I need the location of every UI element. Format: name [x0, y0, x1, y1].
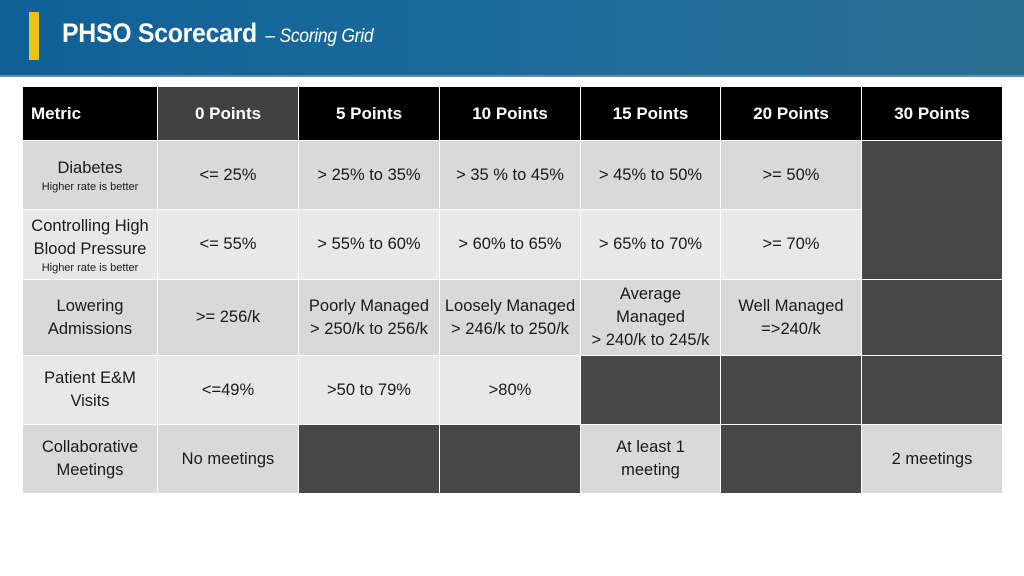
metric-note: Higher rate is better	[41, 261, 139, 274]
empty-cell	[580, 355, 721, 425]
table-row: Lowering Admissions >= 256/k Poorly Mana…	[22, 279, 1003, 356]
score-line: =>240/k	[761, 319, 821, 338]
empty-cell	[861, 140, 1003, 280]
score-line: meeting	[621, 461, 680, 479]
score-cell: Average Managed > 240/k to 245/k	[580, 279, 721, 356]
score-line: > 250/k to 256/k	[310, 319, 428, 338]
score-cell: <= 25%	[157, 140, 299, 210]
score-line: Poorly Managed	[308, 296, 430, 315]
score-cell: >= 50%	[720, 140, 862, 210]
header-10-points: 10 Points	[439, 86, 581, 141]
metric-label: Diabetes	[57, 158, 123, 177]
score-cell: <=49%	[157, 355, 299, 425]
metric-label: Patient E&M Visits	[22, 355, 158, 425]
empty-cell	[298, 424, 440, 494]
score-cell: 2 meetings	[861, 424, 1003, 494]
slide-title: PHSO Scorecard – Scoring Grid	[62, 18, 374, 49]
empty-cell	[439, 424, 581, 494]
score-cell: At least 1 meeting	[580, 424, 721, 494]
header-0-points: 0 Points	[157, 86, 299, 141]
title-subtitle: – Scoring Grid	[265, 26, 374, 47]
score-cell: > 45% to 50%	[580, 140, 721, 210]
score-cell: <= 55%	[157, 209, 299, 280]
empty-cell	[720, 424, 862, 494]
empty-cell	[861, 279, 1003, 356]
score-line: > 246/k to 250/k	[451, 319, 569, 338]
metric-label: Collaborative Meetings	[22, 424, 158, 494]
score-cell: > 55% to 60%	[298, 209, 440, 280]
header-5-points: 5 Points	[298, 86, 440, 141]
slide-header: PHSO Scorecard – Scoring Grid	[0, 0, 1024, 77]
accent-bar	[29, 12, 39, 60]
score-cell: Well Managed =>240/k	[720, 279, 862, 356]
header-30-points: 30 Points	[861, 86, 1003, 141]
score-cell: >50 to 79%	[298, 355, 440, 425]
score-cell: > 25% to 35%	[298, 140, 440, 210]
score-line: Average	[619, 285, 682, 303]
table-row: Collaborative Meetings No meetings At le…	[22, 424, 1003, 494]
score-line: Managed	[616, 308, 685, 326]
score-line: Loosely Managed	[444, 296, 576, 315]
header-metric: Metric	[22, 86, 158, 141]
empty-cell	[861, 355, 1003, 425]
header-15-points: 15 Points	[580, 86, 721, 141]
score-cell: No meetings	[157, 424, 299, 494]
score-cell: Loosely Managed > 246/k to 250/k	[439, 279, 581, 356]
score-line: At least 1	[616, 438, 685, 456]
score-cell: Poorly Managed > 250/k to 256/k	[298, 279, 440, 356]
score-line: > 240/k to 245/k	[591, 331, 710, 349]
metric-cell: Controlling High Blood Pressure Higher r…	[22, 209, 158, 280]
score-cell: >80%	[439, 355, 581, 425]
metric-label: Controlling High Blood Pressure	[31, 216, 149, 258]
score-cell: > 60% to 65%	[439, 209, 581, 280]
score-cell: >= 70%	[720, 209, 862, 280]
title-main: PHSO Scorecard	[62, 18, 257, 48]
header-20-points: 20 Points	[720, 86, 862, 141]
score-cell: > 35 % to 45%	[439, 140, 581, 210]
score-cell: >= 256/k	[157, 279, 299, 356]
score-cell: > 65% to 70%	[580, 209, 721, 280]
metric-cell: Diabetes Higher rate is better	[22, 140, 158, 210]
scoring-grid-table: Metric 0 Points 5 Points 10 Points 15 Po…	[22, 86, 1003, 494]
header-row: Metric 0 Points 5 Points 10 Points 15 Po…	[22, 86, 1003, 141]
empty-cell	[720, 355, 862, 425]
metric-label: Lowering Admissions	[22, 279, 158, 356]
table-row: Controlling High Blood Pressure Higher r…	[22, 209, 1003, 280]
metric-note: Higher rate is better	[41, 180, 139, 193]
table-row: Diabetes Higher rate is better <= 25% > …	[22, 140, 1003, 280]
table-row: Patient E&M Visits <=49% >50 to 79% >80%	[22, 355, 1003, 425]
score-line: Well Managed	[738, 296, 844, 315]
